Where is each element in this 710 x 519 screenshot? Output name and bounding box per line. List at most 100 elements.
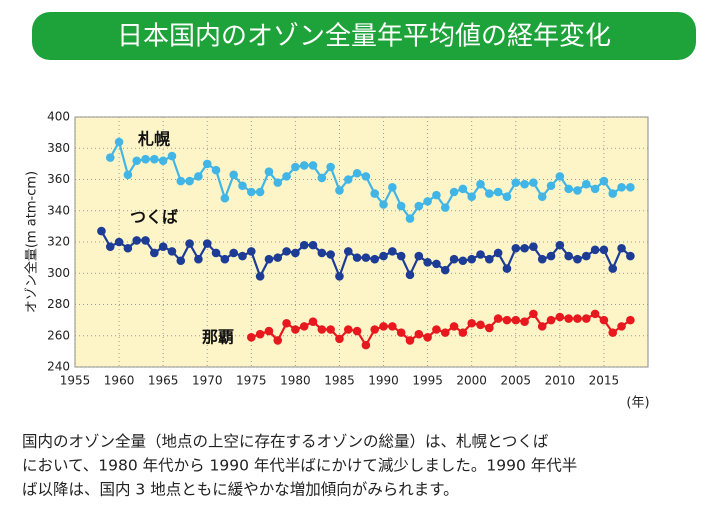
data-point bbox=[555, 312, 565, 322]
x-tick-label: 2000 bbox=[456, 374, 487, 388]
caption: 国内のオゾン全量（地点の上空に存在するオゾンの総量）は、札幌とつくばにおいて、1… bbox=[22, 433, 577, 499]
data-point bbox=[573, 186, 582, 195]
data-point bbox=[405, 336, 415, 345]
data-point bbox=[546, 315, 556, 325]
data-point bbox=[361, 340, 371, 350]
data-point bbox=[458, 256, 468, 266]
data-point bbox=[123, 243, 133, 253]
data-point bbox=[141, 236, 150, 245]
data-point bbox=[423, 197, 432, 206]
data-point bbox=[573, 314, 582, 323]
data-point bbox=[520, 243, 529, 253]
data-point bbox=[167, 151, 177, 161]
data-point bbox=[194, 172, 203, 181]
data-point bbox=[396, 328, 406, 337]
data-point bbox=[273, 178, 283, 187]
data-point bbox=[564, 184, 573, 194]
data-point bbox=[141, 154, 150, 164]
data-point bbox=[123, 170, 133, 180]
data-point bbox=[343, 247, 353, 256]
data-point bbox=[608, 189, 618, 198]
data-point bbox=[326, 162, 335, 172]
x-tick-label: 1970 bbox=[192, 374, 223, 388]
y-tick-label: 340 bbox=[47, 203, 70, 217]
data-point bbox=[511, 178, 521, 187]
chart-title: 日本国内のオゾン全量年平均値の経年変化 bbox=[117, 22, 611, 52]
data-point bbox=[167, 247, 177, 256]
data-point bbox=[176, 176, 186, 186]
data-point bbox=[485, 189, 494, 198]
y-tick-label: 320 bbox=[47, 235, 70, 249]
data-point bbox=[343, 325, 353, 334]
y-tick-label: 260 bbox=[47, 328, 70, 342]
data-point bbox=[529, 178, 538, 187]
data-point bbox=[238, 181, 247, 191]
data-point bbox=[626, 251, 635, 261]
data-point bbox=[97, 226, 106, 236]
data-point bbox=[458, 184, 468, 194]
y-tick-label: 280 bbox=[47, 297, 70, 311]
data-point bbox=[150, 248, 159, 258]
data-point bbox=[317, 325, 327, 334]
x-tick-label: 1995 bbox=[412, 374, 443, 388]
data-point bbox=[185, 176, 194, 186]
data-point bbox=[352, 326, 362, 336]
data-point bbox=[291, 162, 300, 172]
data-point bbox=[317, 173, 327, 183]
data-point bbox=[335, 334, 344, 344]
data-point bbox=[599, 245, 609, 255]
data-point bbox=[370, 189, 380, 198]
data-point bbox=[396, 251, 406, 261]
y-tick-label: 300 bbox=[47, 266, 70, 280]
data-point bbox=[379, 200, 388, 209]
data-point bbox=[388, 247, 397, 256]
data-point bbox=[511, 315, 521, 325]
y-axis-label: オゾン全量(m atm-cm) bbox=[24, 171, 40, 313]
data-point bbox=[308, 240, 318, 250]
data-point bbox=[405, 270, 415, 280]
data-point bbox=[555, 172, 565, 181]
data-point bbox=[282, 318, 291, 328]
data-point bbox=[379, 322, 388, 331]
data-point bbox=[581, 179, 591, 189]
data-point bbox=[105, 153, 115, 162]
data-point bbox=[546, 251, 556, 261]
data-point bbox=[555, 240, 565, 250]
x-tick-label: 1985 bbox=[324, 374, 355, 388]
data-point bbox=[282, 172, 291, 181]
data-point bbox=[220, 254, 230, 264]
data-point bbox=[449, 187, 459, 197]
data-point bbox=[247, 333, 256, 342]
x-tick-label: 1960 bbox=[104, 374, 135, 388]
data-point bbox=[564, 251, 573, 261]
data-point bbox=[370, 254, 380, 264]
data-point bbox=[361, 253, 371, 262]
data-point bbox=[396, 201, 406, 211]
data-point bbox=[449, 254, 459, 264]
caption-line: 国内のオゾン全量（地点の上空に存在するオゾンの総量）は、札幌とつくば bbox=[22, 433, 549, 451]
data-point bbox=[608, 264, 618, 273]
series-label: 札幌 bbox=[137, 130, 170, 149]
data-point bbox=[520, 179, 529, 189]
data-point bbox=[599, 315, 609, 325]
data-point bbox=[626, 183, 635, 192]
data-point bbox=[414, 329, 424, 339]
data-point bbox=[361, 172, 371, 181]
data-point bbox=[229, 248, 238, 258]
data-point bbox=[573, 254, 582, 264]
data-point bbox=[476, 320, 485, 330]
data-point bbox=[264, 326, 274, 336]
data-point bbox=[467, 192, 476, 201]
data-point bbox=[202, 159, 212, 169]
y-tick-label: 380 bbox=[47, 141, 70, 155]
data-point bbox=[520, 317, 529, 326]
x-tick-label: 2010 bbox=[545, 374, 576, 388]
data-point bbox=[273, 253, 283, 262]
data-point bbox=[458, 328, 468, 337]
data-point bbox=[282, 247, 291, 256]
data-point bbox=[432, 190, 441, 200]
data-point bbox=[423, 258, 432, 267]
data-point bbox=[493, 248, 503, 258]
x-tick-label: 1990 bbox=[368, 374, 399, 388]
